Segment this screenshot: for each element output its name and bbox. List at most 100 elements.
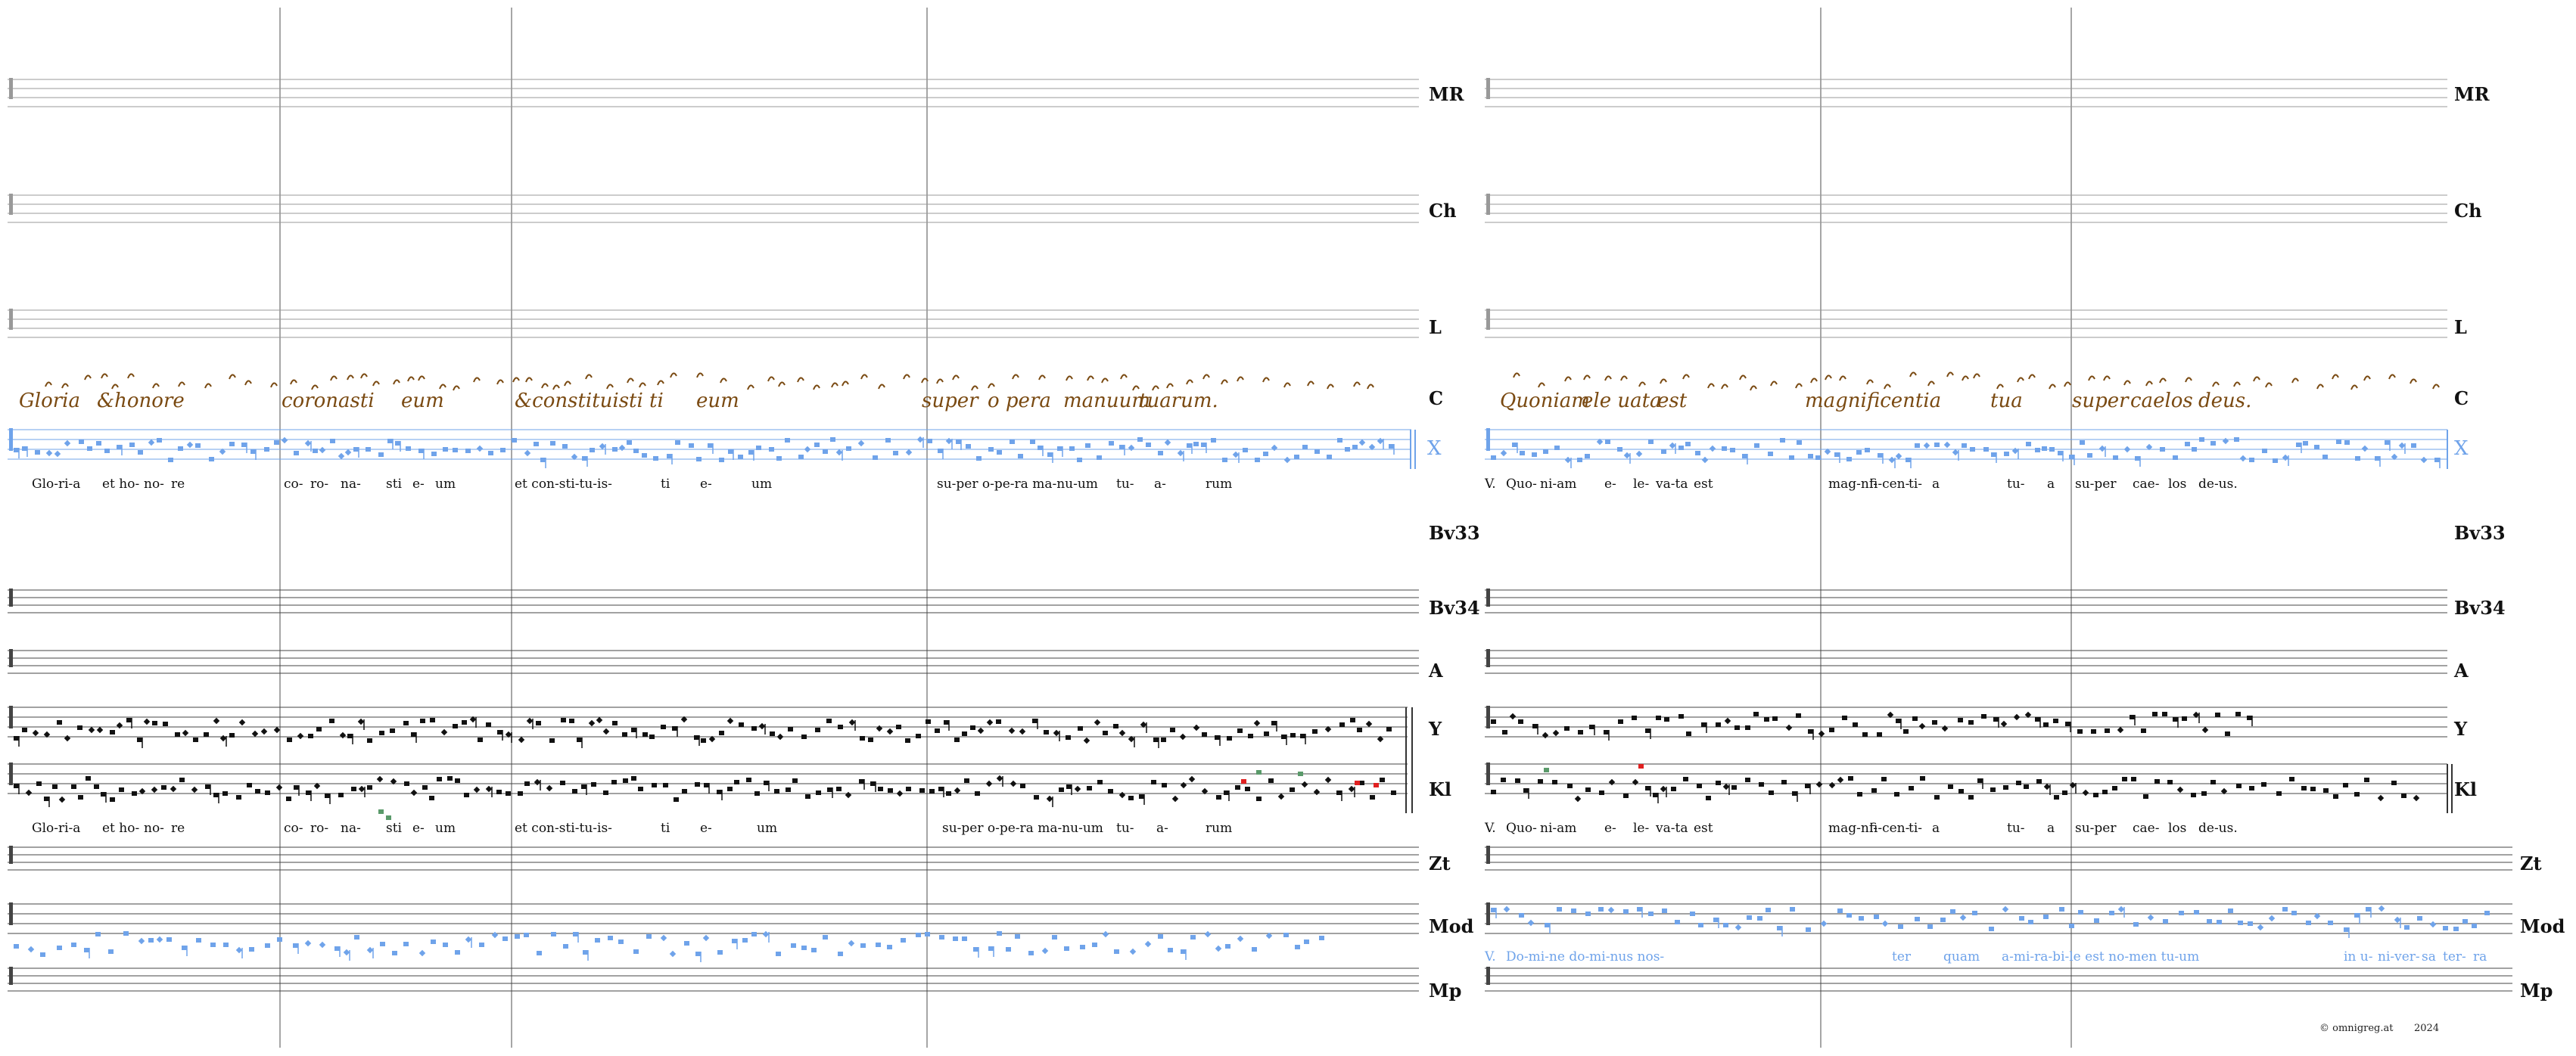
neume-note [462, 720, 467, 725]
manuscript-neume [2185, 377, 2192, 383]
neume-note [330, 439, 335, 443]
neume-note [860, 736, 865, 741]
manuscript-neume [1087, 375, 1094, 381]
neume-note [2207, 919, 2212, 924]
mod-lyric: in u- [2344, 949, 2372, 964]
neume-note [235, 946, 243, 954]
clef-icon [1486, 428, 1490, 451]
neume-note [1769, 790, 1774, 795]
neume-note [1772, 716, 1778, 721]
manuscript-neume [2064, 381, 2071, 387]
neume-accent [386, 815, 391, 820]
neume-note [962, 731, 967, 736]
neume-note [2191, 793, 2196, 797]
staff-label-zt-right: Zt [2520, 853, 2542, 874]
neume-note [2249, 458, 2254, 462]
neume-note [304, 940, 312, 947]
neume-note [524, 449, 531, 457]
neume-note [1981, 714, 1986, 719]
neume-note [534, 442, 539, 446]
manuscript-words-left: Gloria &honore coronasti eum &constituis… [19, 390, 1218, 412]
neume-note [247, 783, 252, 787]
neume-note [366, 946, 374, 954]
neume-note [848, 940, 855, 947]
neume-note [473, 786, 481, 794]
staff-label-a-right: A [2453, 660, 2469, 682]
lyric-syllable: e- [1604, 477, 1616, 492]
neume-note [1671, 787, 1676, 791]
neume-note [2173, 717, 2178, 722]
manuscript-neume [1973, 373, 1980, 379]
neumes-kl-right [1491, 776, 2420, 803]
neume-note [1069, 446, 1075, 451]
neume-note [953, 936, 958, 941]
neume-note [611, 780, 617, 784]
neume-note [859, 779, 864, 784]
manuscript-word: &constituisti [515, 390, 643, 412]
clef-icon [9, 902, 13, 925]
neume-note [1118, 729, 1126, 737]
staff-a-right [1485, 649, 2447, 674]
neume-note [1989, 927, 1994, 931]
manuscript-neume [606, 384, 614, 390]
neume-note [726, 717, 734, 725]
neume-note [2167, 780, 2173, 784]
neume-note [392, 951, 397, 955]
neume-note [476, 445, 484, 452]
neume-note [2192, 711, 2200, 719]
neume-note [719, 458, 724, 462]
neume-note [1227, 736, 1232, 741]
neume-note [2291, 911, 2297, 915]
neume-note [358, 785, 366, 793]
neume-note [905, 738, 910, 743]
neume-note [939, 935, 944, 940]
manuscript-word: caelos [2130, 390, 2193, 412]
neume-note [1158, 451, 1163, 455]
neume-note [848, 719, 856, 726]
neume-note [769, 447, 774, 452]
manuscript-neume [1202, 374, 1210, 380]
neume-note [1777, 926, 1782, 930]
neume-note [1324, 776, 1332, 784]
neume-note [1224, 790, 1229, 795]
neume-note [223, 943, 229, 947]
neume-note [286, 797, 291, 801]
neume-note [788, 727, 793, 731]
neume-note [702, 934, 710, 942]
neume-note [1865, 448, 1870, 452]
staff-label-kl-right: Kl [2454, 778, 2477, 800]
neume-note [86, 776, 91, 781]
lyrics-x-right: V. Quo- ni-am e- le- va-ta est mag-ni- f… [1484, 477, 2238, 492]
neume-note [294, 785, 299, 790]
neumes-x-left [14, 436, 1395, 468]
neume-note [329, 719, 334, 723]
neume-note [293, 943, 298, 948]
clef-icon [9, 309, 13, 330]
neume-note [1903, 729, 1909, 734]
manuscript-word: tuarum. [1139, 390, 1218, 412]
neume-note [976, 456, 982, 461]
neume-note [357, 718, 365, 725]
neume-note [946, 791, 951, 796]
neume-note [1731, 785, 1737, 790]
neume-note [727, 787, 733, 791]
manuscript-neume [971, 385, 978, 391]
neume-note [633, 449, 639, 453]
neume-note [1785, 724, 1793, 731]
neume-note [117, 445, 122, 449]
manuscript-neume [1682, 374, 1690, 380]
neume-note [2310, 787, 2316, 791]
neume-note [838, 952, 843, 956]
manuscript-neume [2291, 377, 2299, 384]
neume-note [1983, 447, 1989, 452]
neume-note [64, 735, 71, 742]
staff-label-ch-right: Ch [2454, 200, 2482, 222]
neume-note [1177, 449, 1184, 457]
neume-note [1491, 455, 1496, 460]
neume-note [622, 732, 627, 737]
neume-note [1574, 795, 1582, 803]
neume-note [1032, 719, 1038, 723]
neume-note [896, 725, 901, 729]
neume-note [2112, 786, 2117, 790]
lyrics-kl-right: V. Quo- ni-am e- le- va-ta est mag-ni- f… [1484, 821, 2238, 836]
